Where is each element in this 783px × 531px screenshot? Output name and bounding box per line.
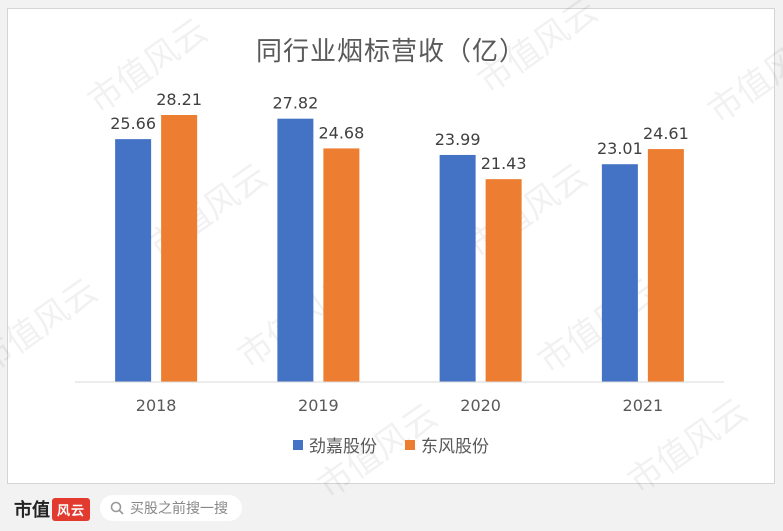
data-label: 27.82 bbox=[272, 94, 318, 113]
bar-jinjia-2021 bbox=[601, 164, 638, 382]
chart-frame: 市值风云 市值风云 市值风云 市值风云 市值风云 市值风云 市值风云 市值风云 … bbox=[0, 0, 783, 507]
bar-jinjia-2020 bbox=[439, 154, 476, 382]
x-tick-label: 2019 bbox=[298, 396, 339, 415]
data-label: 23.99 bbox=[435, 130, 481, 149]
bar-dongfeng-2018 bbox=[161, 115, 198, 382]
data-label: 21.43 bbox=[481, 154, 527, 173]
bar-jinjia-2018 bbox=[115, 139, 152, 382]
legend: 劲嘉股份 东风股份 bbox=[8, 432, 774, 457]
search-box[interactable]: 买股之前搜一搜 bbox=[100, 495, 242, 521]
data-label: 28.21 bbox=[156, 90, 202, 109]
data-label: 25.66 bbox=[110, 114, 156, 133]
data-label: 24.68 bbox=[318, 123, 364, 142]
legend-swatch bbox=[293, 439, 303, 450]
legend-item: 劲嘉股份 bbox=[293, 432, 377, 457]
chart-title: 同行业烟标营收（亿） bbox=[255, 37, 526, 67]
data-label: 23.01 bbox=[597, 139, 643, 158]
footer: 市值 风云 买股之前搜一搜 bbox=[0, 488, 783, 531]
x-tick-label: 2018 bbox=[136, 396, 177, 415]
bar-dongfeng-2019 bbox=[323, 148, 360, 382]
bar-jinjia-2019 bbox=[277, 118, 314, 382]
brand-seal: 风云 bbox=[52, 497, 91, 521]
legend-item: 东风股份 bbox=[405, 432, 489, 457]
legend-label: 东风股份 bbox=[421, 437, 489, 457]
bar-dongfeng-2021 bbox=[647, 149, 684, 382]
search-icon bbox=[110, 501, 124, 515]
brand-logo[interactable]: 市值 风云 bbox=[14, 496, 91, 522]
legend-label: 劲嘉股份 bbox=[309, 437, 377, 457]
brand-name: 市值 bbox=[14, 500, 50, 521]
x-tick-label: 2020 bbox=[460, 396, 501, 415]
x-tick-label: 2021 bbox=[623, 396, 664, 415]
legend-swatch bbox=[405, 439, 415, 450]
search-placeholder: 买股之前搜一搜 bbox=[130, 501, 228, 517]
bar-dongfeng-2020 bbox=[485, 179, 522, 382]
data-label: 24.61 bbox=[643, 124, 689, 143]
